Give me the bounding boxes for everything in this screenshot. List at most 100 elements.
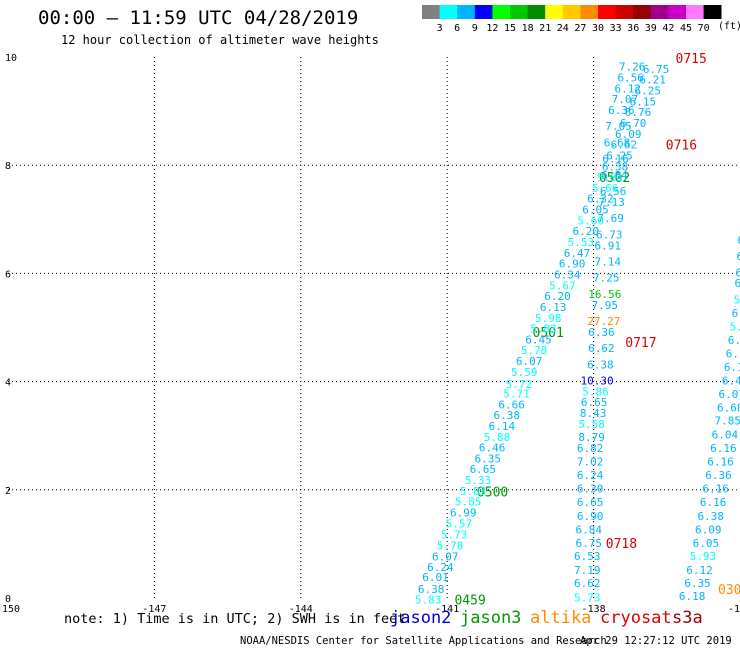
wave-height-point: 6.65 xyxy=(577,496,604,509)
wave-height-point: 6.05 xyxy=(582,204,609,217)
time-label: 0303 xyxy=(718,583,740,598)
wave-height-point: 5.98 xyxy=(730,320,740,333)
y-tick-label: 0 xyxy=(5,594,11,605)
wave-height-point: 6.84 xyxy=(601,169,628,182)
wave-height-point: 6.65 xyxy=(581,396,608,409)
colorbar-swatch xyxy=(457,5,476,19)
wave-height-point: 6.19 xyxy=(724,361,740,374)
y-tick-label: 6 xyxy=(5,269,11,280)
wave-height-point: 6.66 xyxy=(498,398,525,411)
chart-title: 00:00 – 11:59 UTC 04/28/2019 xyxy=(38,7,359,29)
wave-height-point: 5.98 xyxy=(535,312,562,325)
wave-height-point: 6.25 xyxy=(606,149,633,162)
colorbar-swatch xyxy=(422,5,440,19)
wave-height-point: 6.09 xyxy=(695,523,722,536)
axis-ticks: -150 -147 -144 -141 -138 -135 0 2 4 6 8 10 xyxy=(0,53,740,615)
wave-height-point: 5.78 xyxy=(437,540,464,553)
wave-height-point: 6.14 xyxy=(732,307,740,320)
wave-height-point: 6.35 xyxy=(684,577,711,590)
colorbar-swatch xyxy=(668,5,687,19)
credit-text: NOAA/NESDIS Center for Satellite Applica… xyxy=(240,635,607,647)
wave-height-point: 6.38 xyxy=(493,409,520,422)
wave-height-point: 6.21 xyxy=(639,74,666,87)
colorbar-swatch xyxy=(686,5,704,19)
wave-height-point: 5.71 xyxy=(503,388,530,401)
data-points: 5.836.386.016.246.075.785.735.576.995.85… xyxy=(415,61,740,607)
legend-s3a: s3a xyxy=(672,608,703,628)
wave-height-point: 6.16 xyxy=(700,496,727,509)
wave-height-point: 16.56 xyxy=(588,288,621,301)
wave-height-point: 6.44 xyxy=(722,375,740,388)
wave-height-point: 6.73 xyxy=(596,228,623,241)
legend-jason2: jason2 xyxy=(390,608,452,628)
wave-height-point: 6.62 xyxy=(611,139,638,152)
footnote: note: 1) Time is in UTC; 2) SWH is in fe… xyxy=(64,611,406,627)
wave-height-point: 5.72 xyxy=(506,378,533,391)
wave-height-point: 6.32 xyxy=(587,193,614,206)
time-label: 0502 xyxy=(599,171,630,186)
wave-height-point: 6.05 xyxy=(693,537,720,550)
time-label: 0717 xyxy=(625,336,656,351)
wave-height-point: 6.24 xyxy=(737,250,740,263)
wave-height-point: 6.46 xyxy=(479,442,506,455)
wave-height-point: 6.36 xyxy=(705,469,732,482)
wave-height-point: 6.01 xyxy=(422,571,449,584)
colorbar-label: 12 xyxy=(486,23,498,34)
wave-height-point: 6.34 xyxy=(554,268,581,281)
wave-height-point: 6.38 xyxy=(602,160,629,173)
wave-height-point: 8.79 xyxy=(578,431,605,444)
x-tick-label: -150 xyxy=(0,604,20,615)
wave-height-point: 5.93 xyxy=(690,550,717,563)
wave-height-point: 6.13 xyxy=(540,301,567,314)
wave-height-point: 6.07 xyxy=(432,550,459,563)
wave-height-point: 6.62 xyxy=(574,577,601,590)
x-tick-label: -144 xyxy=(289,604,313,615)
wave-height-point: 5.73 xyxy=(441,529,468,542)
colorbar-swatch xyxy=(598,5,616,19)
colorbar-swatch xyxy=(580,5,599,19)
colorbar-swatch xyxy=(633,5,652,19)
colorbar-label: 70 xyxy=(698,23,710,34)
wave-height-point: 5.33 xyxy=(465,474,492,487)
wave-height-point: 6.14 xyxy=(489,420,516,433)
colorbar-swatch xyxy=(650,5,669,19)
wave-height-point: 6.18 xyxy=(679,590,706,603)
colorbar-label: 9 xyxy=(472,23,478,34)
wave-height-point: 6.75 xyxy=(575,537,602,550)
wave-height-point: 6.91 xyxy=(595,239,622,252)
wave-height-point: 6.24 xyxy=(427,561,454,574)
wave-height-point: 7.13 xyxy=(598,196,625,209)
colorbar-label: 27 xyxy=(574,23,586,34)
wave-height-point: 6.38 xyxy=(418,583,445,596)
wave-height-point: 6.36 xyxy=(588,326,615,339)
wave-height-point: 5.66 xyxy=(592,182,619,195)
wave-height-point: 6.65 xyxy=(470,463,497,476)
wave-height-point: 5.60 xyxy=(577,214,604,227)
wave-height-point: 6.16 xyxy=(702,483,729,496)
chart-subtitle: 12 hour collection of altimeter wave hei… xyxy=(61,33,379,47)
wave-height-point: 6.07 xyxy=(718,388,740,401)
colorbar-label: 33 xyxy=(610,23,622,34)
wave-height-point: 7.02 xyxy=(577,456,604,469)
colorbar-label: 39 xyxy=(645,23,657,34)
wave-height-point: 6.84 xyxy=(575,523,602,536)
wave-height-point: 6.07 xyxy=(516,355,543,368)
wave-height-point: 6.53 xyxy=(574,550,601,563)
wave-height-point: 5.76 xyxy=(734,293,740,306)
wave-height-point: 6.82 xyxy=(577,442,604,455)
wave-height-point: 6.16 xyxy=(707,456,734,469)
colorbar-label: 18 xyxy=(522,23,534,34)
wave-height-point: 6.62 xyxy=(588,342,615,355)
time-label: 0718 xyxy=(606,537,637,552)
time-labels: 0459 0500 0501 0502 0715 0716 0717 0718 0303 xyxy=(454,52,740,609)
y-tick-label: 2 xyxy=(5,486,11,497)
wave-height-point: 5.57 xyxy=(446,517,473,530)
colorbar-label: 42 xyxy=(662,23,674,34)
wave-height-point: 6.38 xyxy=(697,510,724,523)
wave-height-point: 6.38 xyxy=(587,358,614,371)
wave-height-point: 6.07 xyxy=(736,266,740,279)
colorbar-label: 36 xyxy=(627,23,639,34)
colorbar-label: 45 xyxy=(680,23,692,34)
wave-height-point: 6.68 xyxy=(604,136,631,149)
wave-height-point: 6.70 xyxy=(620,117,647,130)
